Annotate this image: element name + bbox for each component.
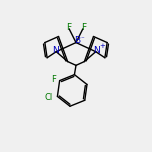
- Text: +: +: [100, 43, 105, 49]
- Text: ⁻: ⁻: [81, 36, 84, 42]
- Text: F: F: [51, 75, 56, 84]
- Text: Cl: Cl: [45, 93, 53, 102]
- Text: F: F: [81, 23, 86, 32]
- Text: F: F: [66, 23, 71, 32]
- Text: N: N: [52, 46, 58, 55]
- Text: N: N: [94, 46, 100, 55]
- Text: B: B: [74, 36, 80, 45]
